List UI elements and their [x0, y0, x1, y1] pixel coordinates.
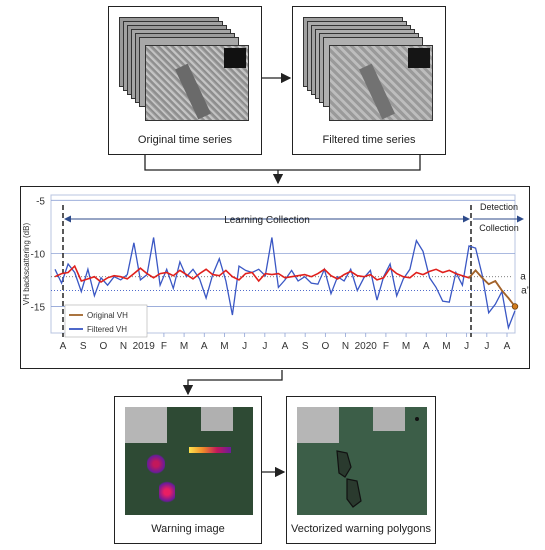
warning-image-panel: Warning image [114, 396, 262, 544]
learning-collection-label: Learning Collection [224, 215, 310, 226]
x-tick-label: N [342, 341, 349, 352]
y-axis-label: VH backscattering (dB) [22, 223, 31, 306]
warning-polygons [336, 417, 419, 508]
x-tick-label: J [464, 341, 469, 352]
legend-label-filtered: Filtered VH [87, 325, 127, 334]
x-tick-label: J [242, 341, 247, 352]
x-tick-label: M [180, 341, 188, 352]
filtered-sar-image [329, 45, 433, 121]
x-tick-label: O [99, 341, 107, 352]
x-tick-label: O [321, 341, 329, 352]
warning-caption: Warning image [151, 523, 225, 535]
detection-label-line2: Collection [479, 223, 519, 233]
series-line [54, 237, 516, 331]
x-tick-label: 2020 [355, 341, 378, 352]
x-tick-label: A [282, 341, 289, 352]
y-tick-label: -15 [31, 302, 46, 313]
x-tick-label: M [402, 341, 410, 352]
x-tick-label: A [504, 341, 511, 352]
x-tick-label: M [220, 341, 228, 352]
polygons-map-image [297, 407, 427, 515]
x-tick-label: F [161, 341, 167, 352]
filtered-time-series-panel: Filtered time series [292, 6, 446, 155]
original-caption: Original time series [137, 134, 233, 146]
warning-cluster [147, 453, 165, 475]
y-tick-label: -10 [31, 249, 46, 260]
color-scale-bar [189, 447, 231, 453]
x-tick-label: J [484, 341, 489, 352]
ref-line-a-label: a [520, 272, 526, 283]
x-tick-label: A [201, 341, 208, 352]
ref-line-a-prime-label: a’ [521, 286, 529, 297]
x-tick-label: F [383, 341, 389, 352]
chart-panel: -5 -10 -15 VH backscattering (dB) A S O N 2019 F M… [20, 186, 530, 369]
x-tick-label: M [442, 341, 450, 352]
x-tick-label: J [262, 341, 267, 352]
original-time-series-panel: Original time series [108, 6, 262, 155]
x-tick-label: S [302, 341, 309, 352]
warning-map-image [125, 407, 253, 515]
plot-frame [50, 194, 516, 334]
series-line [54, 264, 516, 307]
x-tick-label: 2019 [133, 341, 156, 352]
polygons-panel: Vectorized warning polygons [286, 396, 436, 544]
arrow-chart-to-warning [182, 370, 283, 396]
x-tick-label: N [120, 341, 127, 352]
legend-label-original: Original VH [87, 311, 128, 320]
connector-top-to-chart [144, 155, 421, 171]
original-image-stack [119, 17, 253, 125]
x-tick-label: A [423, 341, 430, 352]
detection-point [511, 303, 519, 310]
y-tick-label: -5 [36, 196, 45, 207]
polygons-caption: Vectorized warning polygons [290, 523, 432, 535]
legend-box [64, 304, 148, 338]
original-sar-image [145, 45, 249, 121]
x-tick-label: A [60, 341, 67, 352]
x-tick-label: S [80, 341, 87, 352]
original-vh-detection-segment [468, 269, 516, 308]
detection-label-line1: Detection [480, 202, 518, 212]
filtered-caption: Filtered time series [322, 134, 416, 146]
filtered-image-stack [303, 17, 437, 125]
